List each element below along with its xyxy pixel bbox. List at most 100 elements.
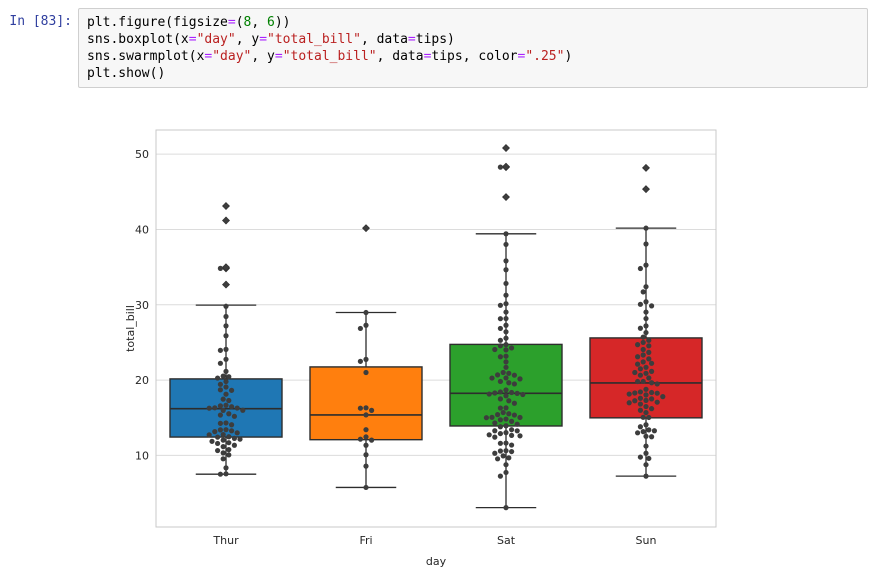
swarm-point bbox=[206, 432, 212, 438]
swarm-point bbox=[643, 323, 649, 329]
swarm-point bbox=[503, 416, 509, 422]
swarm-point bbox=[231, 435, 237, 442]
swarm-point bbox=[217, 381, 223, 387]
swarm-point bbox=[492, 390, 498, 396]
swarm-point bbox=[503, 342, 509, 348]
swarm-point bbox=[234, 405, 240, 411]
swarm-point bbox=[643, 364, 649, 370]
boxplot-swarm-chart: 10 20 30 40 50 Thur Fri Sat Sun day total_bill bbox=[124, 129, 717, 568]
swarm-point bbox=[643, 262, 649, 268]
swarm-point bbox=[226, 440, 232, 446]
code-line: sns.boxplot(x="day", y="total_bill", dat… bbox=[87, 32, 455, 47]
swarm-point bbox=[503, 241, 509, 248]
swarm-point bbox=[229, 404, 235, 410]
swarm-point bbox=[223, 346, 229, 352]
swarm-point bbox=[503, 231, 509, 237]
swarm-point bbox=[220, 437, 226, 443]
swarm-point bbox=[637, 401, 644, 407]
swarm-point bbox=[223, 384, 229, 390]
x-tick-label: Sat bbox=[497, 534, 516, 547]
swarm-point bbox=[223, 465, 229, 471]
swarm-point bbox=[226, 452, 232, 458]
swarm-point bbox=[492, 346, 498, 353]
swarm-point bbox=[489, 375, 495, 381]
swarm-point bbox=[220, 373, 226, 379]
swarm-point bbox=[511, 400, 517, 406]
swarm-point bbox=[643, 443, 649, 449]
swarm-point bbox=[223, 323, 229, 329]
swarm-point bbox=[511, 372, 517, 378]
swarm-point bbox=[640, 352, 646, 358]
swarm-point bbox=[643, 370, 649, 376]
swarm-point bbox=[503, 258, 509, 264]
swarm-point bbox=[632, 369, 638, 376]
swarm-point bbox=[503, 387, 509, 393]
swarm-point bbox=[503, 505, 509, 511]
swarm-point bbox=[363, 322, 369, 328]
swarm-point bbox=[649, 303, 655, 309]
swarm-point bbox=[226, 411, 232, 417]
y-tick-label: 20 bbox=[135, 374, 149, 387]
swarm-point bbox=[654, 390, 660, 396]
swarm-point bbox=[229, 428, 235, 434]
swarm-point bbox=[497, 302, 503, 308]
swarm-point bbox=[503, 423, 509, 429]
swarm-point bbox=[212, 429, 218, 435]
swarm-point bbox=[497, 417, 503, 423]
swarm-point bbox=[640, 378, 646, 385]
swarm-point bbox=[495, 372, 501, 378]
swarm-point bbox=[654, 381, 660, 387]
swarm-point bbox=[492, 428, 498, 434]
swarm-point bbox=[635, 361, 641, 367]
swarm-point bbox=[497, 337, 503, 343]
swarm-point bbox=[217, 387, 223, 393]
swarm-point bbox=[486, 432, 492, 438]
box-group-Fri bbox=[309, 224, 423, 491]
swarm-point bbox=[637, 265, 644, 272]
swarm-point bbox=[503, 430, 509, 436]
swarm-point bbox=[649, 396, 655, 402]
swarm-point bbox=[483, 415, 489, 421]
swarm-point bbox=[369, 407, 375, 413]
swarm-point bbox=[220, 396, 226, 402]
swarm-point bbox=[217, 420, 223, 426]
swarm-point bbox=[509, 427, 515, 433]
swarm-point bbox=[497, 316, 503, 322]
x-tick-label: Fri bbox=[359, 534, 372, 547]
swarm-point bbox=[637, 366, 644, 372]
box-group-Sat bbox=[449, 144, 563, 511]
swarm-point bbox=[223, 203, 229, 209]
swarm-point bbox=[220, 432, 226, 438]
swarm-point bbox=[226, 447, 232, 453]
swarm-point bbox=[231, 442, 237, 448]
swarm-point bbox=[651, 428, 658, 434]
swarm-point bbox=[643, 309, 649, 315]
swarm-point bbox=[637, 424, 644, 430]
swarm-point bbox=[503, 375, 509, 381]
swarm-point bbox=[640, 414, 646, 420]
swarm-point bbox=[215, 434, 221, 440]
plot-border bbox=[155, 129, 717, 528]
swarm-point bbox=[223, 391, 229, 397]
swarm-point bbox=[223, 281, 229, 288]
swarm-point bbox=[517, 376, 523, 382]
swarm-point bbox=[497, 440, 503, 446]
swarm-point bbox=[492, 434, 498, 440]
swarm-point bbox=[217, 471, 223, 477]
swarm-point bbox=[643, 473, 649, 479]
swarm-point bbox=[503, 280, 509, 287]
swarm-point bbox=[503, 315, 509, 322]
swarm-point bbox=[240, 407, 246, 413]
code-input-area[interactable]: plt.figure(figsize=(8, 6)) sns.boxplot(x=… bbox=[78, 8, 868, 88]
swarm-point bbox=[497, 430, 503, 437]
swarm-point bbox=[640, 346, 646, 353]
swarm-point bbox=[220, 444, 226, 450]
swarm-point bbox=[640, 429, 646, 435]
swarm-point bbox=[649, 434, 655, 440]
code-cell[interactable]: In [83]: plt.figure(figsize=(8, 6)) sns.b… bbox=[0, 0, 876, 88]
swarm-point bbox=[223, 313, 229, 320]
swarm-point bbox=[226, 434, 232, 440]
swarm-point bbox=[363, 356, 369, 362]
swarm-point bbox=[637, 372, 644, 378]
code-editor[interactable]: plt.figure(figsize=(8, 6)) sns.boxplot(x=… bbox=[87, 14, 859, 82]
